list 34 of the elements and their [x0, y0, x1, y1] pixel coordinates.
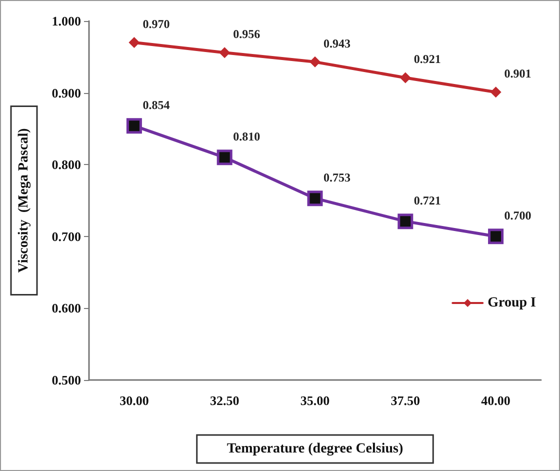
y-tick-label: 0.700 — [52, 228, 81, 244]
y-tick-label: 0.800 — [52, 157, 81, 172]
x-tick-label: 37.50 — [390, 393, 420, 408]
data-label: 0.721 — [414, 194, 441, 208]
point — [126, 118, 142, 134]
x-axis-title: Temperature (degree Celsius) — [226, 442, 404, 456]
y-axis-title: Viscosity (Mega Pascal) — [16, 128, 32, 273]
data-label: 0.921 — [414, 52, 441, 66]
data-label: 0.810 — [233, 130, 260, 144]
x-tick-label: 30.00 — [120, 393, 149, 408]
point — [490, 86, 502, 98]
point — [219, 47, 230, 58]
y-tick-label: 0.900 — [52, 85, 81, 100]
point — [398, 214, 414, 230]
point — [216, 150, 232, 166]
y-tick-label: 1.000 — [52, 14, 81, 28]
y-tick-label: 0.600 — [52, 300, 81, 316]
data-label: 0.901 — [504, 66, 532, 81]
point — [307, 190, 323, 206]
y-tick-label: 0.500 — [52, 372, 81, 388]
x-tick-label: 40.00 — [481, 393, 510, 408]
data-label: 0.753 — [324, 170, 350, 185]
data-label: 0.700 — [504, 208, 532, 223]
point — [488, 228, 504, 244]
data-label: 0.956 — [233, 27, 260, 42]
point — [400, 72, 411, 84]
x-tick-label: 32.50 — [210, 393, 240, 408]
legend-label: Group I — [488, 296, 536, 310]
x-tick-label: 35.00 — [300, 393, 330, 408]
data-label: 0.970 — [142, 17, 170, 32]
data-label: 0.854 — [142, 98, 170, 112]
data-label: 0.943 — [324, 36, 350, 50]
point — [128, 37, 140, 48]
point — [310, 56, 320, 68]
